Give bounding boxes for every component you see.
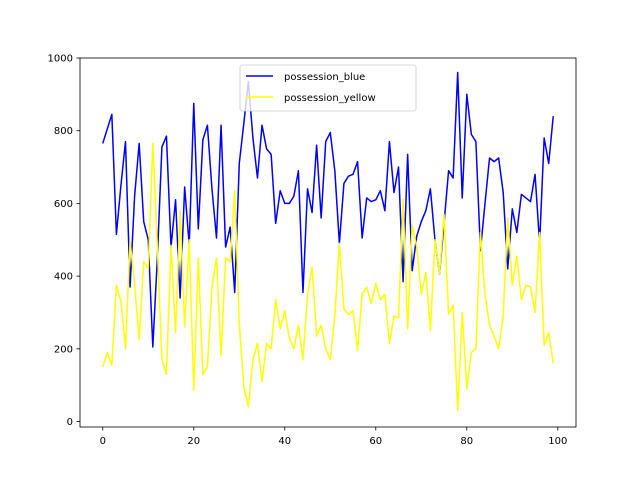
x-tick-label: 20: [187, 436, 200, 447]
x-tick-label: 100: [548, 436, 567, 447]
y-axis-ticks: 0 200 400 600 800 1000: [48, 54, 80, 428]
legend-box: [239, 64, 417, 112]
x-tick-label: 60: [369, 436, 382, 447]
x-tick-label: 80: [460, 436, 473, 447]
axes-frame: [79, 57, 577, 428]
plot-lines: [102, 71, 554, 412]
legend: possession_blue possession_yellow: [239, 64, 417, 112]
series-line-possession_blue: [102, 71, 554, 348]
y-tick-label: 600: [54, 199, 73, 210]
y-tick-label: 1000: [48, 54, 73, 65]
x-tick-label: 0: [100, 436, 106, 447]
legend-label-blue: possession_blue: [284, 72, 365, 83]
legend-label-yellow: possession_yellow: [284, 93, 376, 104]
x-axis-ticks: 0 20 40 60 80 100: [100, 427, 567, 447]
y-tick-label: 200: [54, 344, 73, 355]
y-tick-label: 0: [67, 417, 73, 428]
series-line-possession_yellow: [102, 142, 554, 412]
x-tick-label: 40: [278, 436, 291, 447]
y-tick-label: 800: [54, 126, 73, 137]
y-tick-label: 400: [54, 272, 73, 283]
